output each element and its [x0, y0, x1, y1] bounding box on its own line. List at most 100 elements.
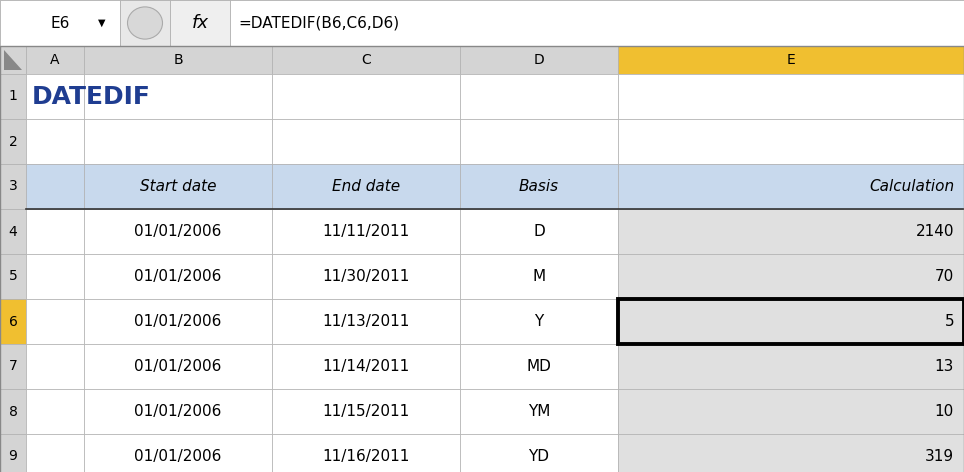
Text: 11/13/2011: 11/13/2011 [322, 314, 410, 329]
Bar [272, 209, 460, 254]
Bar [0, 299, 26, 344]
Ellipse shape [127, 7, 163, 39]
Text: A: A [50, 53, 60, 67]
Text: 319: 319 [924, 449, 954, 464]
Bar [272, 254, 460, 299]
Text: 2: 2 [9, 135, 17, 149]
Text: 5: 5 [945, 314, 954, 329]
Bar [460, 119, 618, 164]
Bar [26, 209, 84, 254]
Bar [84, 119, 272, 164]
Bar [618, 74, 964, 119]
Bar [26, 299, 84, 344]
Bar [618, 119, 964, 164]
Text: DATEDIF: DATEDIF [32, 84, 151, 109]
Bar [618, 389, 964, 434]
Bar [460, 209, 618, 254]
Bar [460, 74, 618, 119]
Bar [0, 389, 26, 434]
Bar [0, 46, 26, 74]
Text: 7: 7 [9, 360, 17, 373]
Bar [26, 434, 84, 472]
Bar [272, 46, 460, 74]
Text: Calculation: Calculation [869, 179, 954, 194]
Bar [0, 0, 964, 46]
Bar [0, 74, 26, 119]
Bar [618, 209, 964, 254]
Text: Basis: Basis [519, 179, 559, 194]
Text: M: M [532, 269, 546, 284]
Bar [272, 434, 460, 472]
Bar [26, 344, 84, 389]
Bar [26, 254, 84, 299]
Bar [460, 46, 618, 74]
Text: 13: 13 [935, 359, 954, 374]
Bar [618, 164, 964, 209]
Bar [272, 119, 460, 164]
Bar [0, 434, 26, 472]
Text: 01/01/2006: 01/01/2006 [134, 449, 222, 464]
Text: 8: 8 [9, 405, 17, 419]
Text: D: D [534, 53, 545, 67]
Bar [84, 389, 272, 434]
Text: fx: fx [192, 14, 208, 32]
Text: 01/01/2006: 01/01/2006 [134, 404, 222, 419]
Text: Y: Y [534, 314, 544, 329]
Bar [0, 164, 26, 209]
Bar [0, 209, 26, 254]
Bar [618, 254, 964, 299]
Bar [618, 299, 964, 344]
Text: D: D [533, 224, 545, 239]
Bar [0, 0, 120, 46]
Text: 11/14/2011: 11/14/2011 [322, 359, 410, 374]
Text: 5: 5 [9, 270, 17, 284]
Bar [26, 119, 84, 164]
Bar [84, 164, 272, 209]
Text: 01/01/2006: 01/01/2006 [134, 269, 222, 284]
Bar [120, 0, 170, 46]
Text: 9: 9 [9, 449, 17, 464]
Bar [618, 299, 964, 344]
Text: 2140: 2140 [916, 224, 954, 239]
Bar [460, 299, 618, 344]
Text: B: B [174, 53, 183, 67]
Bar [460, 389, 618, 434]
Text: 70: 70 [935, 269, 954, 284]
Bar [26, 74, 84, 119]
Text: 11/11/2011: 11/11/2011 [322, 224, 410, 239]
Text: 10: 10 [935, 404, 954, 419]
Bar [0, 254, 26, 299]
Bar [84, 344, 272, 389]
Bar [84, 254, 272, 299]
Bar [272, 344, 460, 389]
Bar [460, 344, 618, 389]
Bar [84, 209, 272, 254]
Bar [84, 299, 272, 344]
Text: 01/01/2006: 01/01/2006 [134, 359, 222, 374]
Text: YD: YD [528, 449, 549, 464]
Text: 11/30/2011: 11/30/2011 [322, 269, 410, 284]
Text: E: E [787, 53, 795, 67]
Bar [618, 344, 964, 389]
Text: 11/15/2011: 11/15/2011 [322, 404, 410, 419]
Bar [84, 46, 272, 74]
Bar [272, 164, 460, 209]
Bar [618, 46, 964, 74]
Text: Start date: Start date [140, 179, 216, 194]
Text: 4: 4 [9, 225, 17, 238]
Text: 1: 1 [9, 90, 17, 103]
Bar [230, 0, 964, 46]
Bar [272, 389, 460, 434]
Bar [460, 254, 618, 299]
Text: =DATEDIF(B6,C6,D6): =DATEDIF(B6,C6,D6) [238, 16, 399, 31]
Text: 3: 3 [9, 179, 17, 194]
Bar [26, 46, 84, 74]
Text: 01/01/2006: 01/01/2006 [134, 314, 222, 329]
Text: 11/16/2011: 11/16/2011 [322, 449, 410, 464]
Bar [272, 299, 460, 344]
Bar [0, 119, 26, 164]
Bar [0, 344, 26, 389]
Text: ▼: ▼ [98, 18, 106, 28]
Text: E6: E6 [50, 16, 69, 31]
Text: 01/01/2006: 01/01/2006 [134, 224, 222, 239]
